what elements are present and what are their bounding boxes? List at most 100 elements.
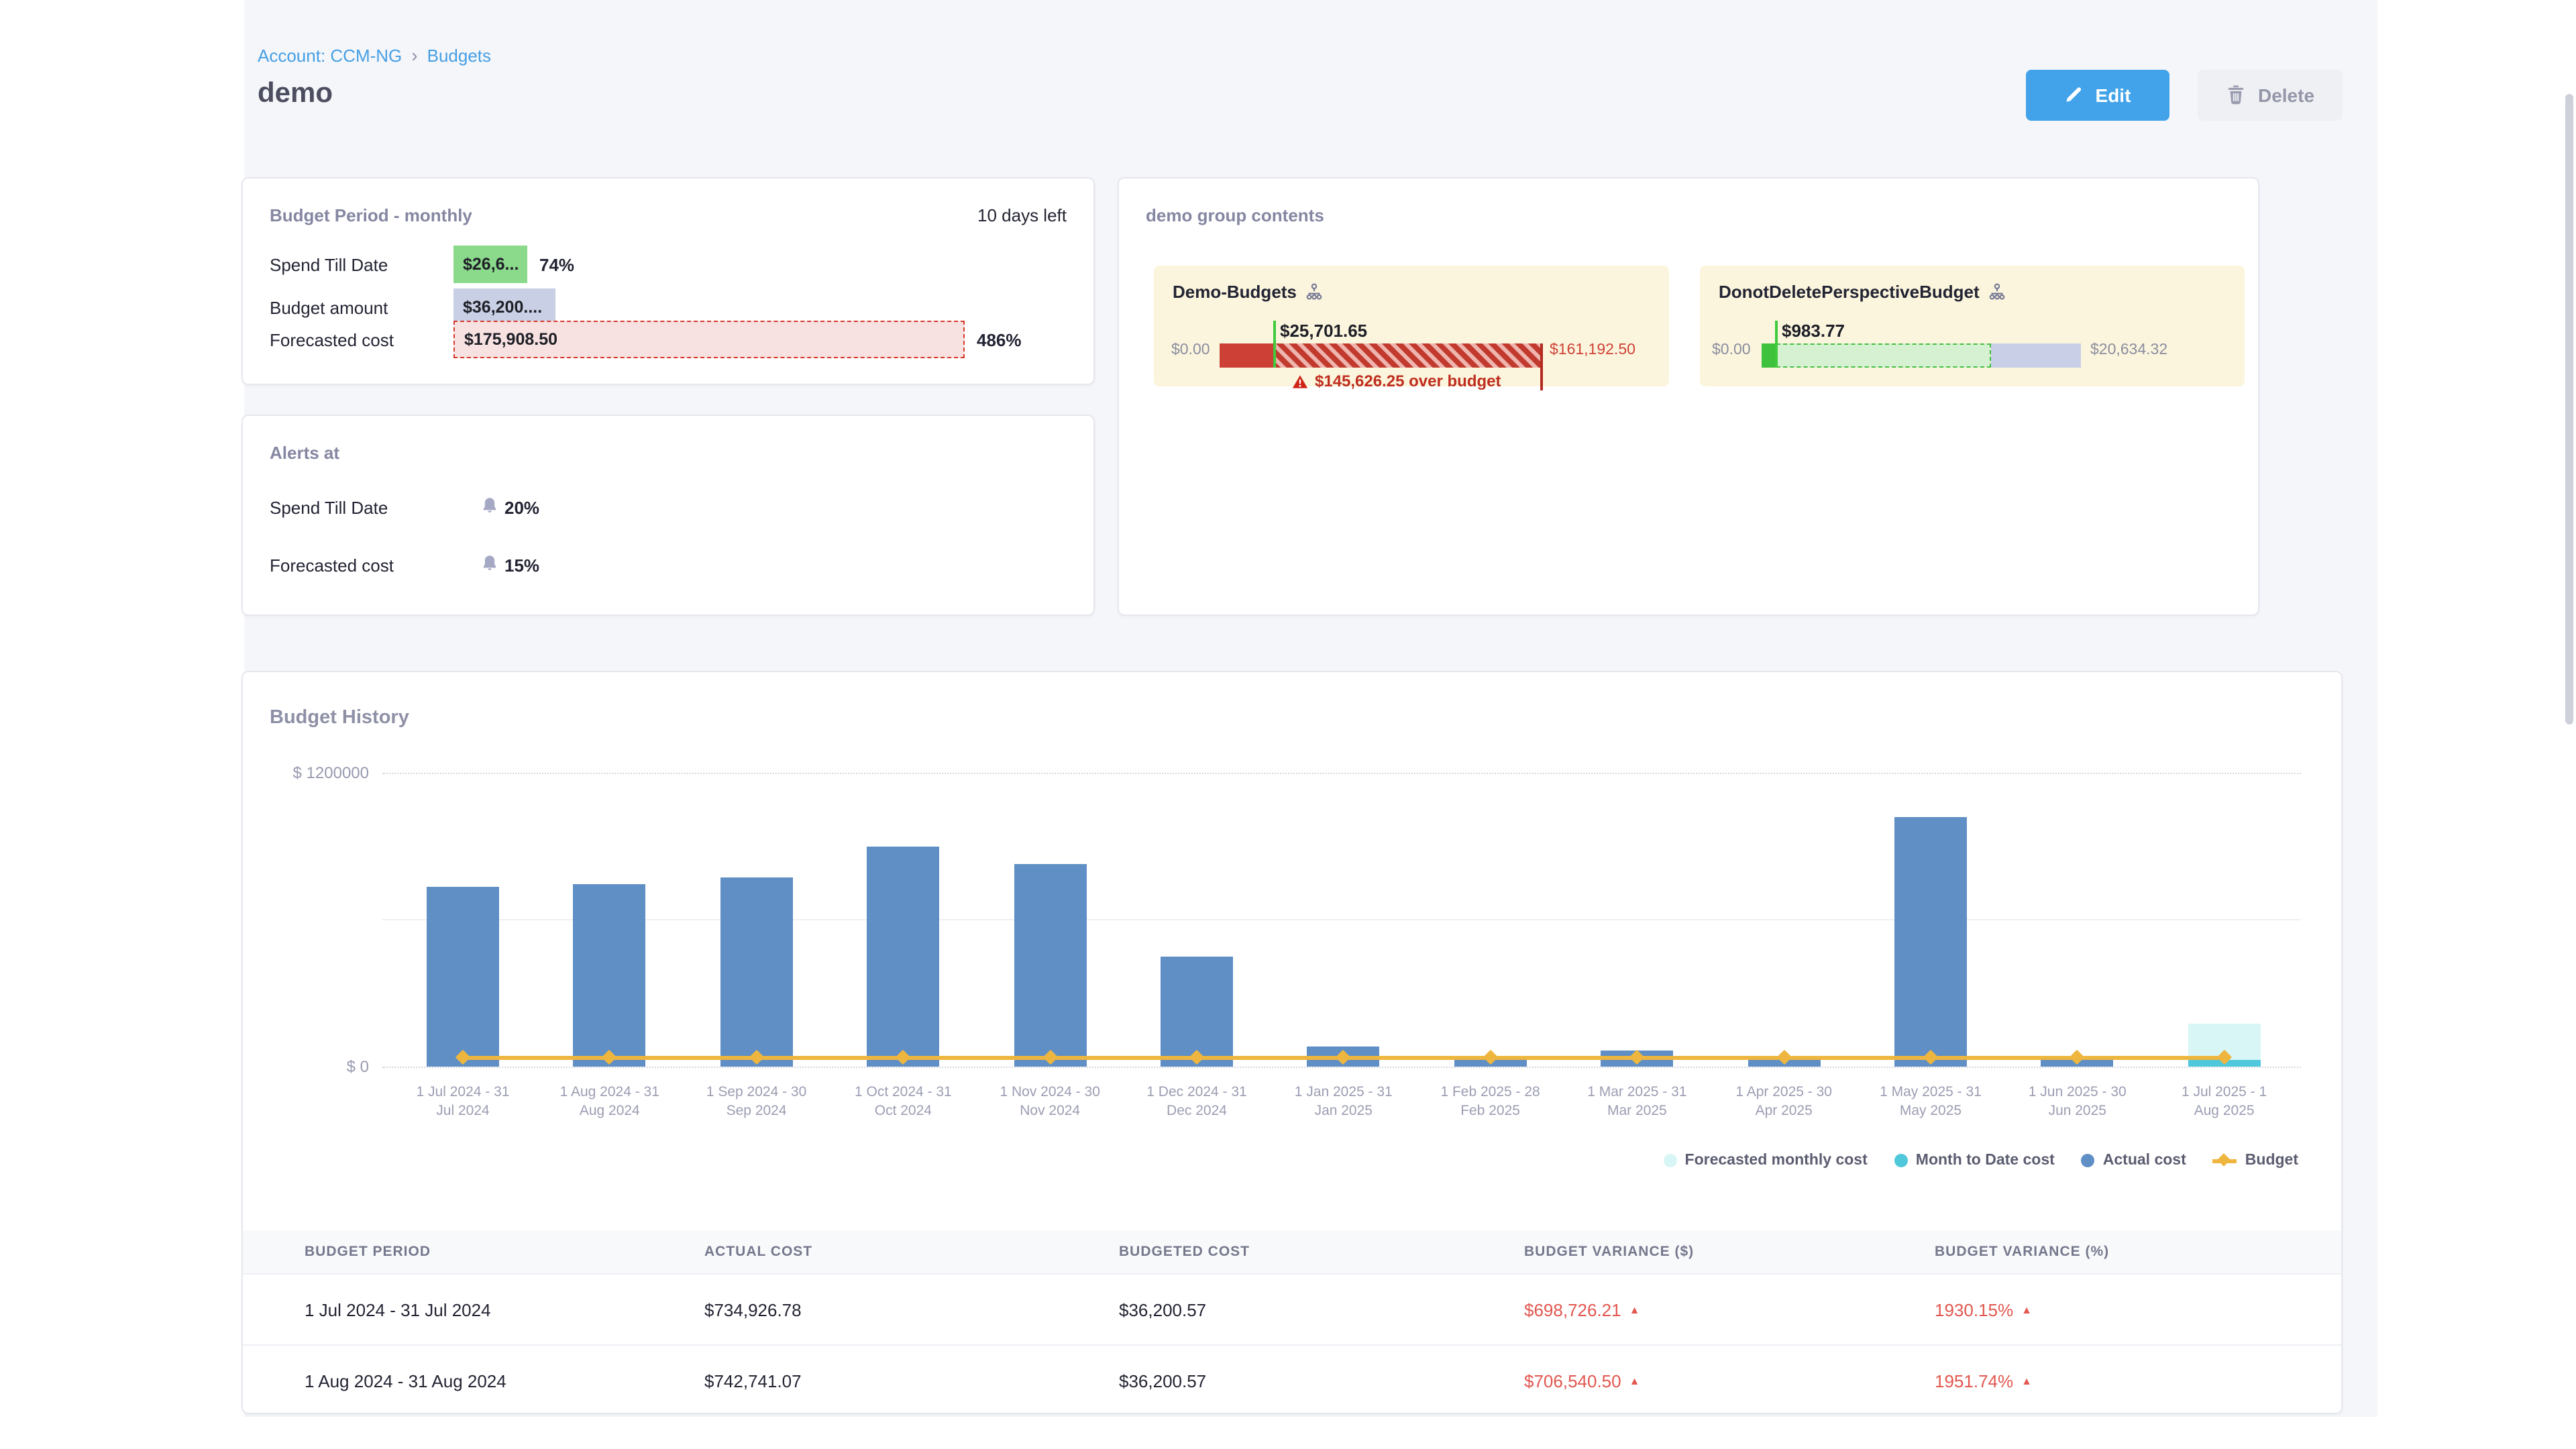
- up-arrow-icon: ▲: [1629, 1303, 1640, 1316]
- x-axis-tick-label: 1 Jul 2025 - 1 Aug 2025: [2181, 1084, 2267, 1119]
- budget-marker-tick: [1273, 321, 1276, 368]
- actual-cost-bar: [573, 884, 646, 1067]
- budget-period-row-label: Budget amount: [270, 297, 388, 317]
- gridline-top: [382, 773, 2301, 774]
- legend-marker: [1894, 1154, 1908, 1167]
- y-axis-tick-zero: $ 0: [346, 1057, 369, 1076]
- over-budget-line: [1540, 343, 1542, 390]
- bell-icon: [482, 554, 498, 576]
- page-scrollbar[interactable]: [2565, 94, 2573, 724]
- legend-item[interactable]: Forecasted monthly cost: [1663, 1152, 1868, 1169]
- legend-item[interactable]: Budget: [2212, 1152, 2298, 1169]
- x-axis-tick-label: 1 Sep 2024 - 30 Sep 2024: [706, 1084, 807, 1119]
- cell-budget-period: 1 Jul 2024 - 31 Jul 2024: [305, 1299, 491, 1320]
- bar-max-label: $20,634.32: [2090, 342, 2168, 358]
- x-axis-tick-label: 1 Nov 2024 - 30 Nov 2024: [1000, 1084, 1100, 1119]
- budget-period-card: Budget Period - monthly 10 days left Spe…: [241, 177, 1095, 385]
- days-left-label: 10 days left: [977, 205, 1067, 225]
- overspend-segment: [1273, 343, 1542, 368]
- breadcrumb-item[interactable]: Budgets: [427, 45, 492, 65]
- bar-max-label: $161,192.50: [1550, 342, 1635, 358]
- x-axis-tick-label: 1 Jul 2024 - 31 Jul 2024: [416, 1084, 510, 1119]
- legend-label: Month to Date cost: [1915, 1152, 2055, 1169]
- actual-cost-bar: [720, 877, 793, 1067]
- legend-label: Actual cost: [2102, 1152, 2186, 1169]
- group-budget-card[interactable]: DonotDeletePerspectiveBudget $0.00 $983.77…: [1700, 266, 2245, 386]
- budget-history-title: Budget History: [270, 707, 409, 729]
- budget-period-row-percent: 74%: [539, 254, 575, 274]
- legend-item[interactable]: Month to Date cost: [1894, 1152, 2055, 1169]
- up-arrow-icon: ▲: [2021, 1303, 2032, 1316]
- pencil-icon: [2065, 84, 2084, 107]
- actual-cost-bar: [427, 886, 499, 1067]
- cell-budget-variance-usd: $706,540.50 ▲: [1524, 1371, 1640, 1391]
- budget-period-row: Forecasted cost $175,908.50 486%: [270, 321, 1022, 358]
- x-axis-tick-label: 1 Jun 2025 - 30 Jun 2025: [2028, 1084, 2127, 1119]
- delete-button-label: Delete: [2257, 85, 2315, 106]
- warning-icon: [1292, 374, 1308, 388]
- legend-marker: [1663, 1154, 1677, 1167]
- table-row: 1 Jul 2024 - 31 Jul 2024 $734,926.78 $36,2…: [243, 1273, 2341, 1344]
- alert-row-label: Spend Till Date: [270, 497, 388, 517]
- budget-period-budget-bar: $36,200....: [453, 288, 555, 326]
- budget-period-row: Budget amount $36,200....: [270, 288, 555, 326]
- actual-cost-bar: [1014, 863, 1087, 1067]
- up-arrow-icon: ▲: [1629, 1375, 1640, 1387]
- page-title: demo: [258, 78, 333, 109]
- legend-marker: [2212, 1153, 2237, 1167]
- group-contents-card: demo group contents Demo-Budgets $0.00 $25…: [1118, 177, 2259, 616]
- group-budget-bar: [1762, 343, 2081, 368]
- x-axis-tick-label: 1 Oct 2024 - 31 Oct 2024: [854, 1084, 952, 1119]
- cell-budget-variance-pct: 1930.15% ▲: [1935, 1299, 2032, 1320]
- spent-segment: [1220, 343, 1273, 368]
- group-budget-card[interactable]: Demo-Budgets $0.00 $25,701.65 $161,192.50 $1…: [1154, 266, 1669, 390]
- y-axis-tick-max: $ 1200000: [292, 763, 369, 782]
- table-header-cell: ACTUAL COST: [704, 1244, 813, 1260]
- x-axis-tick-label: 1 Mar 2025 - 31 Mar 2025: [1587, 1084, 1687, 1119]
- bell-icon: [482, 496, 498, 518]
- up-arrow-icon: ▲: [2021, 1375, 2032, 1387]
- legend-item[interactable]: Actual cost: [2081, 1152, 2186, 1169]
- cell-actual-cost: $734,926.78: [704, 1299, 802, 1320]
- forecast-segment: [1776, 343, 1991, 368]
- delete-button[interactable]: Delete: [2198, 70, 2343, 121]
- edit-button-label: Edit: [2095, 85, 2131, 106]
- x-axis-tick-label: 1 Apr 2025 - 30 Apr 2025: [1735, 1084, 1832, 1119]
- x-axis-tick-label: 1 Aug 2024 - 31 Aug 2024: [559, 1084, 659, 1119]
- alert-row: Spend Till Date 20%: [270, 496, 539, 518]
- group-budget-name: Demo-Budgets: [1173, 282, 1324, 302]
- cell-budgeted-cost: $36,200.57: [1119, 1371, 1207, 1391]
- actual-cost-bar: [1894, 816, 1967, 1067]
- legend-label: Forecasted monthly cost: [1684, 1152, 1868, 1169]
- trash-icon: [2226, 83, 2246, 108]
- budget-period-forecast-bar: $175,908.50: [453, 321, 965, 358]
- bar-min-label: $0.00: [1171, 342, 1210, 358]
- table-header-row: BUDGET PERIOD ACTUAL COST BUDGETED COST BUD…: [243, 1230, 2341, 1273]
- edit-button[interactable]: Edit: [2026, 70, 2169, 121]
- x-axis-tick-label: 1 May 2025 - 31 May 2025: [1880, 1084, 1982, 1119]
- budget-history-table: BUDGET PERIOD ACTUAL COST BUDGETED COST BUD…: [243, 1230, 2341, 1415]
- gridline-mid: [382, 919, 2301, 920]
- actual-cost-bar: [867, 846, 940, 1067]
- x-axis-tick-label: 1 Feb 2025 - 28 Feb 2025: [1440, 1084, 1540, 1119]
- group-budget-name: DonotDeletePerspectiveBudget: [1719, 282, 2006, 302]
- budget-period-row: Spend Till Date $26,6... 74%: [270, 246, 574, 283]
- gridline-baseline: [382, 1067, 2301, 1068]
- breadcrumb: Account: CCM-NG › Budgets: [258, 44, 491, 66]
- table-header-cell: BUDGET VARIANCE (%): [1935, 1244, 2110, 1260]
- legend-label: Budget: [2245, 1152, 2298, 1169]
- table-header-cell: BUDGET PERIOD: [305, 1244, 431, 1260]
- table-header-cell: BUDGETED COST: [1119, 1244, 1250, 1260]
- legend-marker: [2081, 1154, 2095, 1167]
- remaining-segment: [1991, 343, 2081, 368]
- breadcrumb-item[interactable]: Account: CCM-NG: [258, 45, 402, 65]
- cell-budget-variance-pct: 1951.74% ▲: [1935, 1371, 2032, 1391]
- spend-amount-label: $25,701.65: [1280, 321, 1368, 341]
- spend-amount-label: $983.77: [1782, 321, 1845, 341]
- actual-cost-bar: [1161, 956, 1233, 1067]
- group-contents-title: demo group contents: [1146, 205, 1324, 225]
- alert-row-value: 15%: [482, 554, 539, 576]
- hierarchy-icon: [1989, 283, 2006, 301]
- alert-row-value: 20%: [482, 496, 539, 518]
- alert-row-label: Forecasted cost: [270, 555, 394, 575]
